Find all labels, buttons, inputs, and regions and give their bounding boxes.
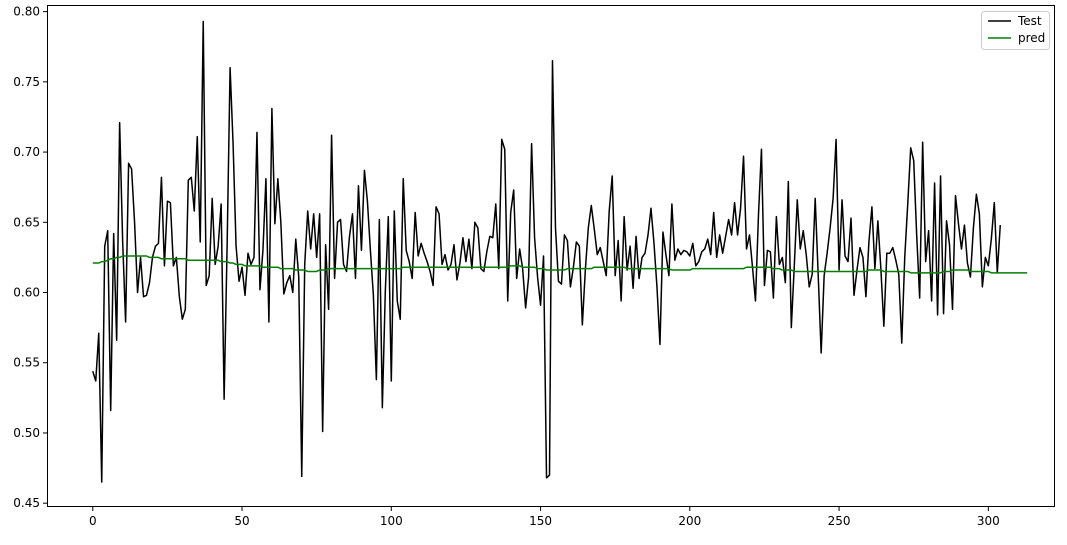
y-tick-label: 0.80 bbox=[13, 5, 40, 19]
y-axis: 0.45 0.50 0.55 0.60 0.65 0.70 0.75 0.80 bbox=[13, 5, 48, 510]
series-line-test bbox=[92, 20, 1002, 483]
x-tick-label: 300 bbox=[977, 514, 1000, 528]
y-tick-label: 0.50 bbox=[13, 426, 40, 440]
plot-frame bbox=[47, 5, 1055, 507]
y-tick-label: 0.45 bbox=[13, 496, 40, 510]
x-tick-label: 200 bbox=[678, 514, 701, 528]
series-line-pred bbox=[92, 255, 1028, 274]
x-axis: 0 50 100 150 200 250 300 bbox=[89, 506, 1000, 528]
y-tick-label: 0.75 bbox=[13, 75, 40, 89]
x-tick-label: 0 bbox=[89, 514, 97, 528]
y-tick-label: 0.60 bbox=[13, 286, 40, 300]
y-tick-label: 0.65 bbox=[13, 215, 40, 229]
x-tick-label: 50 bbox=[234, 514, 249, 528]
y-tick-label: 0.70 bbox=[13, 145, 40, 159]
legend-label-test: Test bbox=[1017, 14, 1042, 28]
series-layer bbox=[92, 20, 1028, 483]
x-tick-label: 150 bbox=[529, 514, 552, 528]
legend-label-pred: pred bbox=[1018, 31, 1045, 45]
y-tick-label: 0.55 bbox=[13, 356, 40, 370]
x-tick-label: 250 bbox=[828, 514, 851, 528]
x-tick-label: 100 bbox=[380, 514, 403, 528]
legend: Test pred bbox=[981, 11, 1050, 50]
